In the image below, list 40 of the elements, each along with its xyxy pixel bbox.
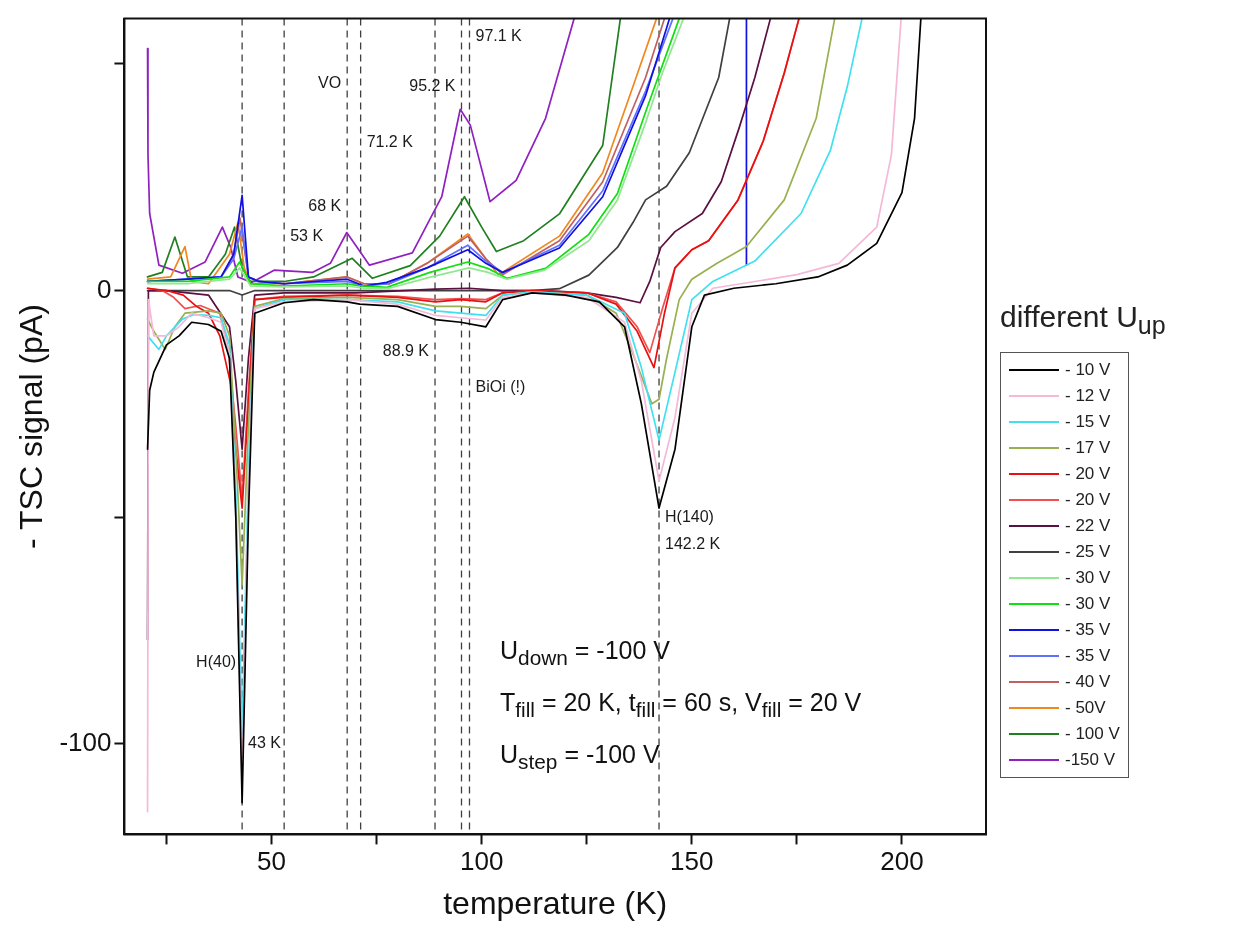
legend-title: different U$_{up}$: [1000, 300, 1166, 340]
legend-label: - 15 V: [1065, 412, 1111, 432]
x-tick-label: 100: [459, 846, 504, 877]
annotation: 95.2 K: [409, 76, 456, 94]
annotation: VO: [318, 73, 342, 91]
legend-label: - 22 V: [1065, 516, 1111, 536]
annotation: 43 K: [248, 734, 282, 752]
legend-label: - 25 V: [1065, 542, 1111, 562]
x-tick-label: 200: [880, 846, 924, 877]
annotation: H(40): [196, 652, 237, 670]
annotation: 71.2 K: [366, 132, 414, 150]
legend-label: - 20 V: [1065, 464, 1111, 484]
x-tick-label: 50: [257, 846, 286, 877]
y-tick-label: -100: [59, 726, 112, 757]
annotation: H(140): [665, 507, 714, 525]
legend-label: - 30 V: [1065, 594, 1111, 614]
legend-label: - 35 V: [1065, 646, 1111, 666]
x-tick-label: 150: [670, 846, 714, 877]
legend-label: - 40 V: [1065, 672, 1111, 692]
annotation: 142.2 K: [665, 534, 721, 552]
y-axis-title: - TSC signal (pA): [13, 304, 50, 549]
legend-label: -150 V: [1065, 750, 1116, 770]
annotation: 88.9 K: [382, 342, 430, 360]
legend-label: - 20 V: [1065, 490, 1111, 510]
annotation: 53 K: [290, 226, 324, 244]
annotation: U$_{down}$ = -100 V: [500, 635, 671, 671]
legend-label: - 10 V: [1065, 360, 1111, 380]
legend-label: - 30 V: [1065, 568, 1111, 588]
annotation: 68 K: [308, 197, 342, 215]
annotation: T$_{fill}$ = 20 K, t$_{fill}$ = 60 s, V$_{fill}$ = 20 V: [500, 687, 862, 723]
legend-label: - 17 V: [1065, 438, 1111, 458]
annotation: 97.1 K: [475, 27, 523, 45]
legend-label: - 100 V: [1065, 724, 1120, 744]
legend-label: - 12 V: [1065, 386, 1111, 406]
annotation: BiOi (!): [475, 377, 526, 395]
legend-label: - 50V: [1065, 698, 1106, 718]
y-tick-label: 0: [96, 273, 112, 304]
legend-label: - 35 V: [1065, 620, 1111, 640]
x-axis-title: temperature (K): [443, 884, 668, 921]
annotation: U$_{step}$ = -100 V: [500, 739, 661, 775]
